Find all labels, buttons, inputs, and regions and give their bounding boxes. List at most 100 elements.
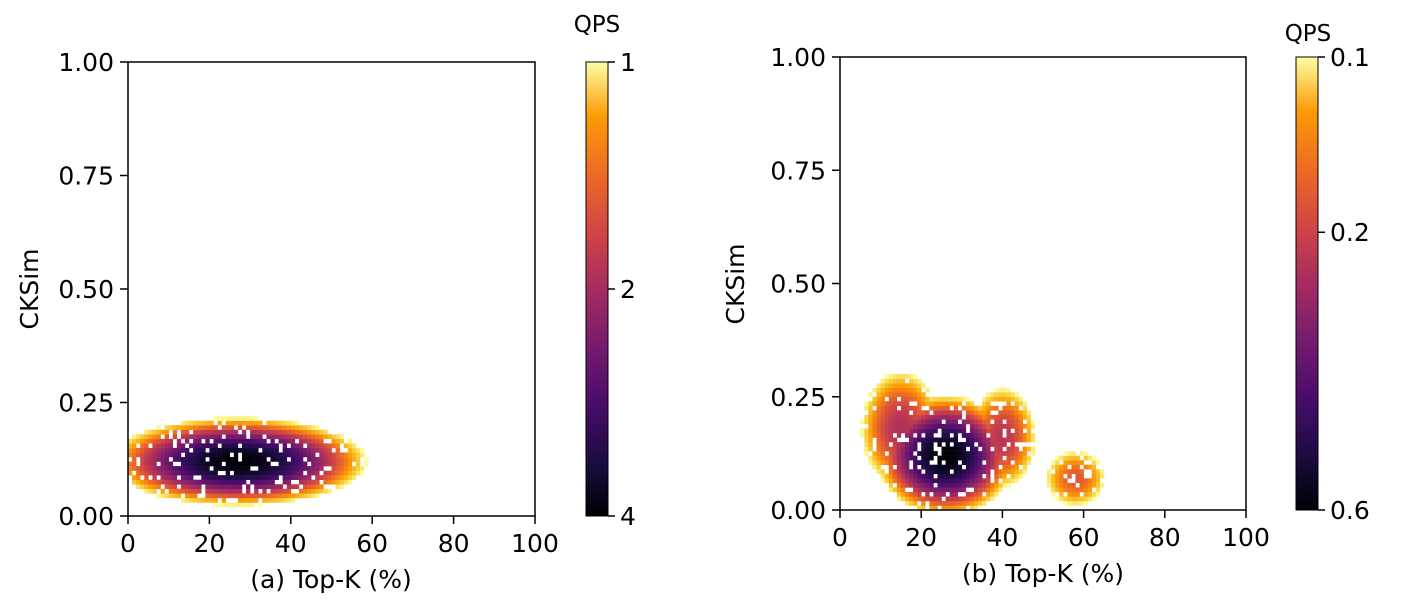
heatmap-cell xyxy=(1091,478,1097,484)
heatmap-cell xyxy=(900,374,906,379)
heatmap-cell xyxy=(986,428,991,434)
heatmap-cell xyxy=(1018,473,1023,479)
heatmap-cell xyxy=(990,491,995,497)
heatmap-cell xyxy=(998,473,1003,479)
heatmap-cell xyxy=(278,456,283,462)
heatmap-cell xyxy=(913,378,918,384)
heatmap-cell xyxy=(998,432,1003,438)
heatmap-cell xyxy=(892,469,898,475)
heatmap-cell xyxy=(315,479,320,485)
heatmap-cell xyxy=(294,429,300,435)
heatmap-cell xyxy=(225,420,231,426)
heatmap-cell xyxy=(217,502,222,508)
heatmap-cell xyxy=(241,429,247,435)
heatmap-cell xyxy=(246,493,251,499)
heatmap-cell xyxy=(1055,473,1060,479)
heatmap-cell xyxy=(132,475,137,480)
heatmap-cell xyxy=(900,392,906,398)
heatmap-cell xyxy=(1079,487,1084,493)
heatmap-cell xyxy=(184,429,190,435)
heatmap-cell xyxy=(1051,482,1056,488)
heatmap-cell xyxy=(1047,469,1052,475)
heatmap-cell xyxy=(909,442,914,447)
heatmap-cell xyxy=(892,374,898,379)
heatmap-cell xyxy=(884,460,890,465)
heatmap-cell xyxy=(917,392,922,398)
heatmap-cell xyxy=(258,452,263,458)
heatmap-cell xyxy=(1010,423,1015,429)
heatmap-cell xyxy=(168,461,174,467)
heatmap-cell xyxy=(925,469,930,475)
heatmap-cell xyxy=(973,405,979,411)
heatmap-cell xyxy=(290,475,296,480)
heatmap-cell xyxy=(917,505,922,511)
heatmap-cell xyxy=(986,482,991,488)
heatmap-cell xyxy=(172,479,178,485)
heatmap-cell xyxy=(1067,491,1072,497)
heatmap-cell xyxy=(274,475,279,480)
heatmap-cell xyxy=(973,505,979,511)
heatmap-cell xyxy=(913,500,918,506)
heatmap-cell xyxy=(994,437,999,443)
heatmap-cell xyxy=(1083,478,1088,484)
heatmap-cell xyxy=(978,460,983,465)
heatmap-cell xyxy=(172,452,178,458)
heatmap-cell xyxy=(132,447,137,453)
heatmap-cell xyxy=(307,438,312,444)
heatmap-cell xyxy=(957,455,963,461)
heatmap-cell xyxy=(351,447,357,453)
heatmap-cell xyxy=(1022,469,1028,475)
heatmap-cell xyxy=(904,387,910,393)
heatmap-cell xyxy=(937,437,942,443)
heatmap-cell xyxy=(913,464,918,470)
heatmap-cell xyxy=(254,429,259,435)
heatmap-cell xyxy=(965,442,971,447)
heatmap-cell xyxy=(1055,460,1060,465)
heatmap-cell xyxy=(1063,451,1068,456)
heatmap-cell xyxy=(917,378,922,384)
heatmap-cell xyxy=(294,456,300,462)
heatmap-cell xyxy=(982,442,987,447)
heatmap-cell xyxy=(1030,446,1036,452)
heatmap-cell xyxy=(303,452,308,458)
heatmap-cell xyxy=(209,443,214,449)
heatmap-cell xyxy=(343,443,349,449)
heatmap-cell xyxy=(290,447,296,453)
heatmap-cell xyxy=(152,479,157,485)
heatmap-cell xyxy=(864,437,869,443)
heatmap-cell xyxy=(237,497,243,503)
heatmap-cell xyxy=(327,475,332,480)
heatmap-cell xyxy=(237,479,243,485)
heatmap-cell xyxy=(225,484,231,490)
heatmap-cell xyxy=(896,378,902,384)
heatmap-cell xyxy=(364,456,369,462)
heatmap-cell xyxy=(221,493,226,499)
heatmap-cell xyxy=(1099,482,1105,488)
heatmap-cell xyxy=(189,479,194,485)
heatmap-cell xyxy=(189,434,194,440)
heatmap-cell xyxy=(282,475,288,480)
heatmap-cell xyxy=(335,456,340,462)
heatmap-cell xyxy=(937,464,942,470)
heatmap-cell xyxy=(315,488,320,494)
heatmap-cell xyxy=(1010,451,1015,456)
heatmap-cell xyxy=(343,466,349,471)
heatmap-cell xyxy=(172,466,178,471)
heatmap-cell xyxy=(250,470,255,476)
heatmap-cell xyxy=(1018,451,1023,456)
heatmap-cell xyxy=(900,473,906,479)
heatmap-cell xyxy=(900,482,906,488)
heatmap-cell xyxy=(917,414,922,420)
heatmap-cell xyxy=(136,479,141,485)
heatmap-cell xyxy=(229,429,235,435)
heatmap-cell xyxy=(892,455,898,461)
heatmap-cell xyxy=(986,437,991,443)
heatmap-cell xyxy=(986,410,991,416)
heatmap-cell xyxy=(978,487,983,493)
heatmap-cell xyxy=(884,423,890,429)
heatmap-cell xyxy=(949,396,954,402)
heatmap-cell xyxy=(994,451,999,456)
heatmap-cell xyxy=(266,425,271,431)
heatmap-cell xyxy=(925,451,930,456)
heatmap-cell xyxy=(237,420,243,426)
